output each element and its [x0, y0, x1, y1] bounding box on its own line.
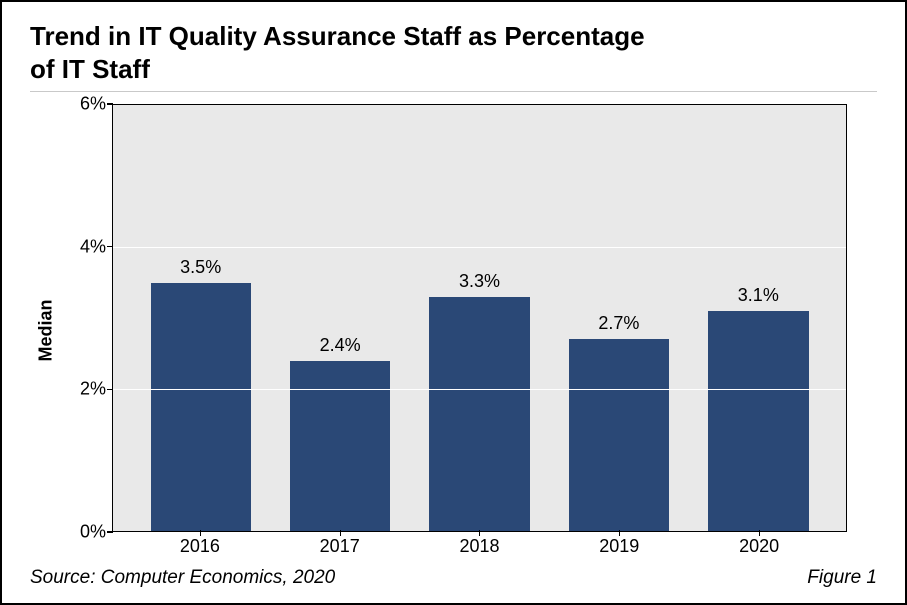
- bar-value-label: 2.4%: [320, 335, 361, 356]
- y-tick-label: 4%: [80, 236, 106, 257]
- chart-frame: Trend in IT Quality Assurance Staff as P…: [0, 0, 907, 605]
- bar: 2.7%: [569, 339, 669, 531]
- gridline: [113, 389, 846, 390]
- y-tick-label: 0%: [80, 522, 106, 543]
- right-pad: [847, 104, 877, 557]
- bar-slot: 2.4%: [270, 105, 409, 531]
- y-axis-label-col: Median: [30, 104, 62, 557]
- bar-value-label: 3.3%: [459, 271, 500, 292]
- title-line-1: Trend in IT Quality Assurance Staff as P…: [30, 21, 645, 51]
- y-tick-label: 2%: [80, 379, 106, 400]
- plot-column: 3.5% 2.4% 3.3% 2.7% 3.1% 2016201720182019202…: [112, 104, 847, 557]
- bar-slot: 3.3%: [410, 105, 549, 531]
- bar: 3.5%: [151, 283, 251, 532]
- title-divider: [30, 91, 877, 92]
- x-tick-label: 2020: [689, 536, 829, 557]
- bars-container: 3.5% 2.4% 3.3% 2.7% 3.1%: [113, 105, 846, 531]
- bar: 3.3%: [429, 297, 529, 531]
- y-axis-label: Median: [36, 299, 57, 361]
- title-line-2: of IT Staff: [30, 54, 150, 84]
- x-tick-label: 2016: [130, 536, 270, 557]
- chart-area: Median 0%2%4%6% 3.5%2.4%3.3%2.7%3.1% 201…: [30, 104, 877, 557]
- source-text: Source: Computer Economics, 2020: [30, 567, 335, 589]
- y-tick-label: 6%: [80, 94, 106, 115]
- bar-value-label: 3.5%: [180, 257, 221, 278]
- bar: 3.1%: [708, 311, 808, 531]
- plot-area: 3.5% 2.4% 3.3% 2.7% 3.1%: [112, 104, 847, 532]
- bar-slot: 2.7%: [549, 105, 688, 531]
- x-axis-ticks: 20162017201820192020: [112, 536, 847, 557]
- bar-slot: 3.1%: [689, 105, 828, 531]
- chart-title: Trend in IT Quality Assurance Staff as P…: [30, 20, 877, 85]
- y-axis: 0%2%4%6%: [62, 104, 112, 532]
- gridline: [113, 247, 846, 248]
- x-tick-label: 2019: [549, 536, 689, 557]
- bar: 2.4%: [290, 361, 390, 531]
- bar-slot: 3.5%: [131, 105, 270, 531]
- x-tick-label: 2018: [410, 536, 550, 557]
- bar-value-label: 3.1%: [738, 285, 779, 306]
- figure-label: Figure 1: [807, 567, 877, 589]
- chart-footer: Source: Computer Economics, 2020 Figure …: [30, 567, 877, 589]
- x-tick-label: 2017: [270, 536, 410, 557]
- bar-value-label: 2.7%: [598, 313, 639, 334]
